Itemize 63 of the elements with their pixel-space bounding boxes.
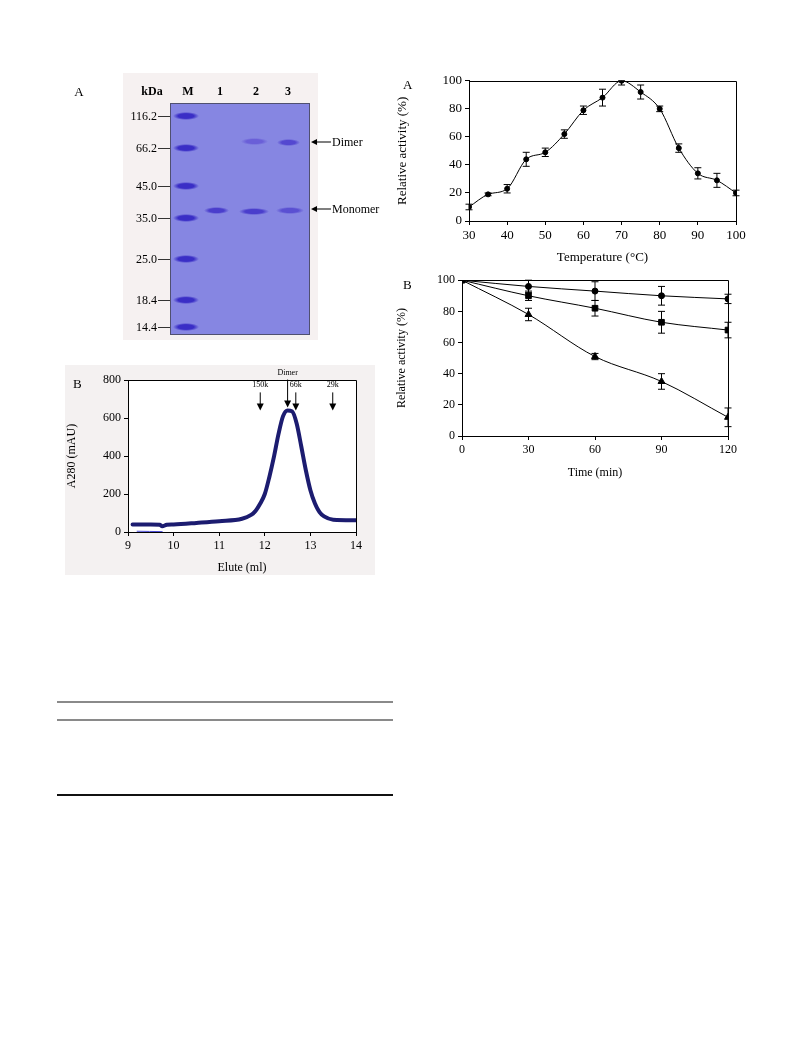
x-tick-label: 60 [576, 227, 590, 243]
y-tick-label: 0 [455, 212, 462, 228]
y-tick-label: 100 [437, 272, 455, 287]
x-tick-label: 11 [213, 538, 225, 553]
x-tick-label: 30 [522, 442, 535, 457]
x-tick-label: 90 [691, 227, 705, 243]
y-tick-label: 400 [103, 448, 121, 463]
text: Monomer [332, 202, 380, 216]
x-tick-label: 80 [653, 227, 667, 243]
category-label: 3 [285, 84, 291, 98]
y-tick-label: 20 [443, 397, 455, 411]
chart-title: B [403, 276, 412, 292]
y-axis-title: Relative activity (%) [394, 308, 409, 409]
x-tick-label: 60 [589, 442, 601, 457]
chart-title: A [403, 77, 413, 93]
x-tick-label: 70 [615, 227, 629, 243]
category-label: 14.4 [136, 320, 157, 334]
x-tick-label: 40 [500, 227, 514, 243]
y-tick-label: 200 [103, 486, 121, 501]
x-axis-title: Temperature (°C) [556, 248, 649, 264]
x-axis-title: Elute (ml) [217, 559, 267, 574]
y-tick-label: 80 [443, 303, 455, 318]
category-label: 18.4 [136, 293, 157, 307]
x-tick-label: 120 [719, 442, 737, 457]
category-label: 45.0 [136, 179, 157, 193]
x-tick-label: 50 [538, 227, 552, 243]
x-tick-label: 14 [350, 538, 362, 553]
y-tick-label: 40 [449, 156, 462, 172]
y-tick-label: 40 [443, 365, 455, 380]
y-tick-label: 0 [449, 428, 455, 443]
y-tick-label: 20 [449, 184, 462, 200]
category-label: 25.0 [136, 252, 157, 266]
annotation: 66k [289, 380, 302, 390]
x-tick-label: 30 [462, 227, 476, 243]
x-tick-label: 9 [125, 538, 131, 553]
text: A [74, 83, 84, 99]
category-label: 1 [217, 84, 223, 98]
y-tick-label: 60 [443, 334, 455, 349]
y-tick-label: 100 [442, 72, 462, 88]
category-label: 2 [253, 84, 259, 98]
x-tick-label: 13 [304, 538, 317, 553]
category-label: 35.0 [136, 211, 157, 225]
x-tick-label: 10 [167, 538, 180, 553]
text: kDa [141, 84, 163, 98]
x-tick-label: 12 [258, 538, 271, 553]
annotation: 29k [326, 380, 339, 390]
y-axis-title: Relative activity (%) [394, 96, 410, 206]
x-tick-label: 90 [655, 442, 668, 457]
y-tick-label: 0 [115, 524, 121, 539]
category-label: M [182, 84, 194, 98]
category-label: 66.2 [136, 141, 157, 155]
annotation: Dimer [277, 367, 299, 377]
y-tick-label: 600 [103, 410, 121, 425]
annotation: 150k [252, 380, 269, 390]
y-axis-title: A280 (mAU) [64, 423, 79, 489]
y-tick-label: 80 [449, 100, 462, 116]
chart-title: B [73, 376, 82, 392]
y-tick-label: 800 [103, 372, 121, 387]
x-tick-label: 100 [726, 227, 746, 243]
y-tick-label: 60 [449, 128, 462, 144]
x-axis-title: Time (min) [567, 464, 623, 479]
text: Dimer [332, 135, 363, 149]
category-label: 116.2 [130, 109, 157, 123]
